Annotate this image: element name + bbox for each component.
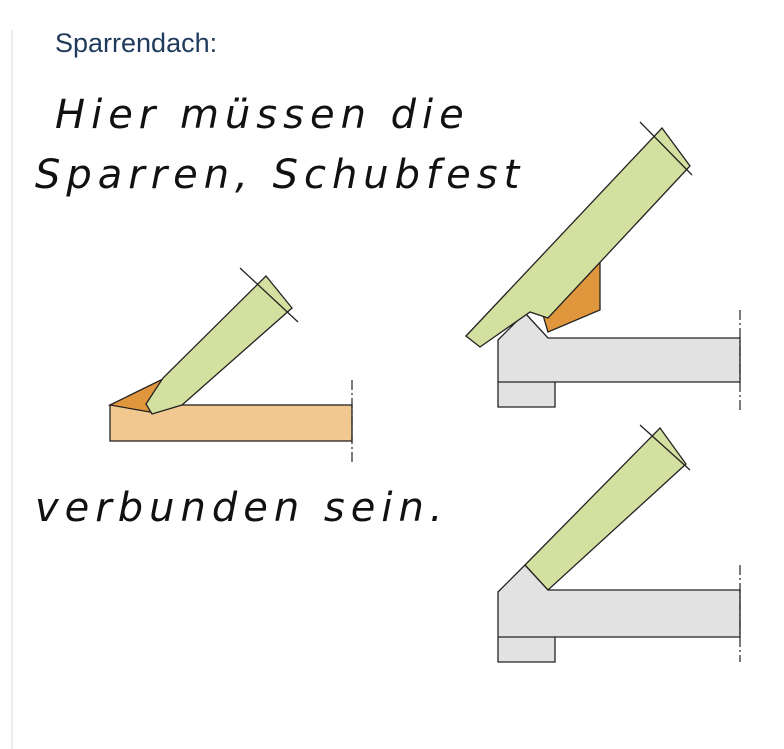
end-mark xyxy=(639,121,693,176)
title: Sparrendach: xyxy=(55,28,218,58)
rafter xyxy=(524,426,687,591)
rafter xyxy=(465,126,691,348)
handwriting: Hier müssen die xyxy=(55,92,470,138)
support xyxy=(497,312,741,408)
support xyxy=(497,564,741,663)
rafter xyxy=(145,275,293,415)
handwriting: verbunden sein. xyxy=(35,485,449,531)
end-mark xyxy=(239,267,299,323)
end-mark xyxy=(639,424,691,471)
handwriting: Sparren, Schubfest xyxy=(35,152,526,198)
